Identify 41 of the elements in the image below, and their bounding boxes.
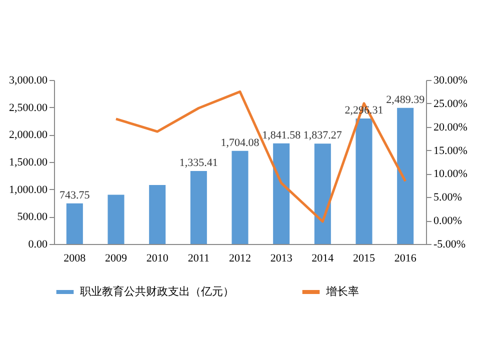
y2-tick-label: -5.00%: [434, 238, 466, 250]
data-label: 743.75: [60, 189, 90, 202]
bar: [190, 171, 207, 244]
y2-tick-label: 0.00%: [434, 215, 462, 228]
x-tick-label: 2008: [64, 252, 86, 264]
bar: [314, 144, 331, 244]
y-tick-label: 2,000.00: [9, 129, 48, 142]
y2-tick-label: 5.00%: [434, 192, 462, 204]
y-tick-label: 0.00: [28, 238, 48, 250]
y-tick-label: 1,000.00: [9, 184, 48, 196]
bar: [66, 203, 83, 244]
data-label: 1,837.27: [303, 130, 342, 142]
bar: [397, 108, 414, 244]
x-tick-label: 2009: [105, 252, 128, 264]
y-tick-label: 1,500.00: [9, 156, 48, 168]
y-tick-label: 3,000.00: [9, 74, 48, 86]
y-tick-label: 500.00: [17, 211, 48, 224]
y2-tick-label: 10.00%: [434, 168, 468, 180]
y2-tick-label: 25.00%: [434, 98, 468, 110]
x-tick-label: 2011: [188, 252, 210, 264]
bar: [232, 150, 248, 244]
bar: [273, 143, 290, 244]
legend-label: 增长率: [325, 285, 359, 298]
bar: [108, 194, 124, 244]
x-tick-label: 2014: [312, 252, 334, 264]
bar: [149, 184, 166, 244]
x-tick-label: 2010: [146, 252, 169, 264]
data-label: 1,335.41: [179, 157, 218, 169]
x-tick-label: 2015: [353, 252, 376, 264]
x-tick-label: 2012: [229, 252, 251, 264]
y2-tick-label: 15.00%: [434, 144, 468, 157]
x-tick-label: 2013: [270, 252, 293, 264]
x-tick-label: 2016: [394, 252, 417, 264]
y-tick-label: 2,500.00: [9, 102, 48, 114]
data-label: 1,841.58: [262, 129, 302, 142]
y2-tick-label: 20.00%: [434, 121, 468, 134]
legend-label: 职业教育公共财政支出（亿元）: [80, 285, 234, 298]
data-label: 1,704.08: [220, 136, 260, 149]
bar: [356, 118, 372, 244]
y2-tick-label: 30.00%: [434, 74, 468, 86]
data-label: 2,489.39: [386, 94, 426, 106]
